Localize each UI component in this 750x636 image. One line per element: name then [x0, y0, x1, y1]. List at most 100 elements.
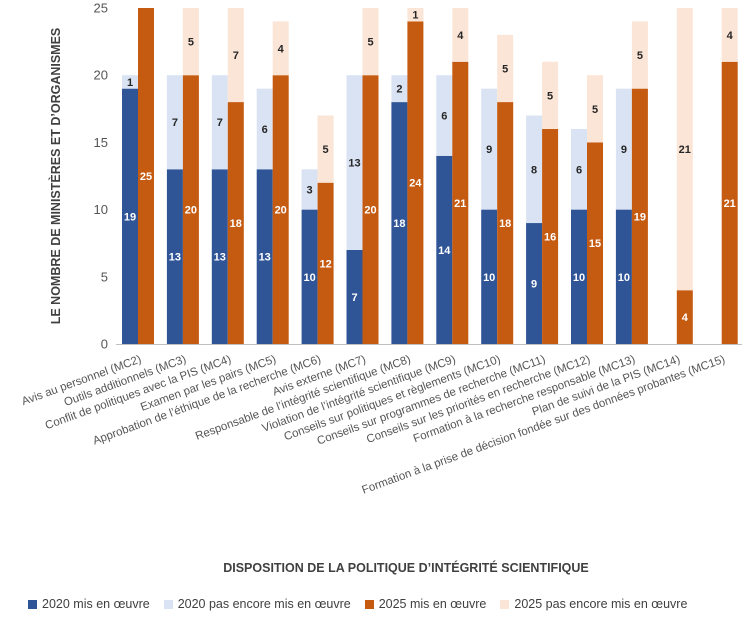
bar-segment	[227, 8, 244, 103]
bar-segment	[391, 102, 408, 344]
legend-swatch	[28, 599, 37, 609]
data-label: 13	[169, 252, 181, 264]
bars-layer	[122, 8, 738, 344]
bar-segment	[317, 115, 334, 183]
legend-item: 2020 mis en œuvre	[28, 597, 150, 611]
bar-segment	[138, 8, 154, 344]
bar-segment	[256, 88, 273, 170]
bar-segment	[122, 88, 138, 344]
bar-segment	[587, 75, 603, 143]
data-label: 0	[666, 333, 672, 345]
data-label: 0	[711, 333, 717, 345]
legend-label: 2025 pas encore mis en œuvre	[514, 597, 688, 611]
legend-item: 2020 pas encore mis en œuvre	[163, 597, 351, 611]
y-tick-label: 10	[94, 202, 108, 217]
legend-swatch	[163, 599, 173, 609]
bar-segment	[571, 209, 587, 344]
data-label: 10	[573, 272, 585, 284]
data-label: 21	[679, 144, 691, 156]
bar-segment	[676, 8, 693, 291]
bar-segment	[391, 75, 408, 103]
bar-segment	[182, 8, 199, 76]
bar-segment	[346, 249, 363, 344]
bar-segment	[272, 21, 289, 76]
data-label: 21	[724, 198, 736, 210]
bar-segment	[301, 169, 318, 210]
data-label: 6	[441, 111, 447, 123]
data-label: 19	[124, 211, 136, 223]
bar-segment	[182, 75, 199, 344]
data-label: 4	[727, 30, 734, 42]
legend-label: 2025 mis en œuvre	[378, 597, 487, 611]
bar-segment	[272, 75, 289, 344]
data-label: 7	[217, 117, 223, 129]
data-label: 5	[323, 144, 329, 156]
y-tick-label: 0	[101, 337, 108, 352]
bar-segment	[615, 88, 632, 210]
data-label: 13	[259, 252, 271, 264]
data-label: 5	[592, 104, 598, 116]
data-label: 18	[393, 218, 405, 230]
data-label: 6	[576, 164, 582, 176]
legend-swatch	[500, 599, 510, 609]
data-label: 7	[351, 292, 357, 304]
bar-segment	[587, 142, 603, 344]
data-label: 20	[364, 205, 376, 217]
data-label: 10	[618, 272, 630, 284]
bar-segment	[211, 169, 228, 344]
bar-segment	[542, 61, 559, 129]
y-tick-label: 25	[94, 1, 108, 16]
data-label: 19	[634, 211, 646, 223]
bar-segment	[122, 75, 138, 89]
data-label: 5	[367, 37, 373, 49]
data-label: 9	[486, 144, 492, 156]
data-label: 20	[185, 205, 197, 217]
y-axis-ticks: 0 5 10 15 20 25	[94, 1, 108, 352]
data-label: 18	[230, 218, 242, 230]
data-label: 24	[409, 178, 422, 190]
bar-segment	[721, 61, 738, 344]
bar-segment	[452, 61, 469, 344]
bar-segment	[166, 75, 183, 170]
bar-segment	[317, 182, 334, 344]
data-label: 15	[589, 238, 601, 250]
data-label: 2	[396, 84, 402, 96]
data-label: 7	[172, 117, 178, 129]
bar-segment	[676, 290, 693, 344]
bar-segment	[407, 8, 424, 22]
bar-segment	[256, 169, 273, 344]
data-label: 14	[438, 245, 451, 257]
data-label: 3	[307, 184, 313, 196]
data-label: 20	[275, 205, 287, 217]
legend-label: 2020 pas encore mis en œuvre	[177, 597, 351, 611]
data-label: 6	[262, 124, 268, 136]
data-label: 18	[499, 218, 511, 230]
legend: 2020 mis en œuvre 2020 pas encore mis en …	[28, 597, 748, 611]
bar-labels-layer: 1912513720513718713620410312571320518224…	[124, 10, 736, 345]
bar-segment	[407, 21, 424, 344]
data-label: 16	[544, 231, 556, 243]
y-tick-label: 5	[101, 269, 108, 284]
bar-segment	[526, 115, 543, 224]
data-label: 4	[682, 312, 689, 324]
bar-segment	[497, 34, 514, 103]
data-label: 7	[233, 50, 239, 62]
data-label: 13	[348, 158, 360, 170]
bar-segment	[166, 169, 183, 344]
x-axis-title: DISPOSITION DE LA POLITIQUE D’INTÉGRITÉ …	[223, 560, 589, 575]
bar-segment	[542, 128, 559, 344]
data-label: 25	[140, 171, 152, 183]
bar-segment	[497, 102, 514, 344]
data-label: 21	[454, 198, 466, 210]
bar-segment	[227, 102, 244, 344]
y-tick-label: 15	[94, 135, 108, 150]
bar-segment	[436, 75, 453, 156]
y-tick-label: 20	[94, 68, 108, 83]
bar-segment	[362, 8, 379, 76]
data-label: 13	[214, 252, 226, 264]
legend-swatch	[364, 599, 374, 609]
bar-segment	[481, 209, 498, 344]
data-label: 9	[621, 144, 627, 156]
data-label: 1	[127, 77, 133, 89]
